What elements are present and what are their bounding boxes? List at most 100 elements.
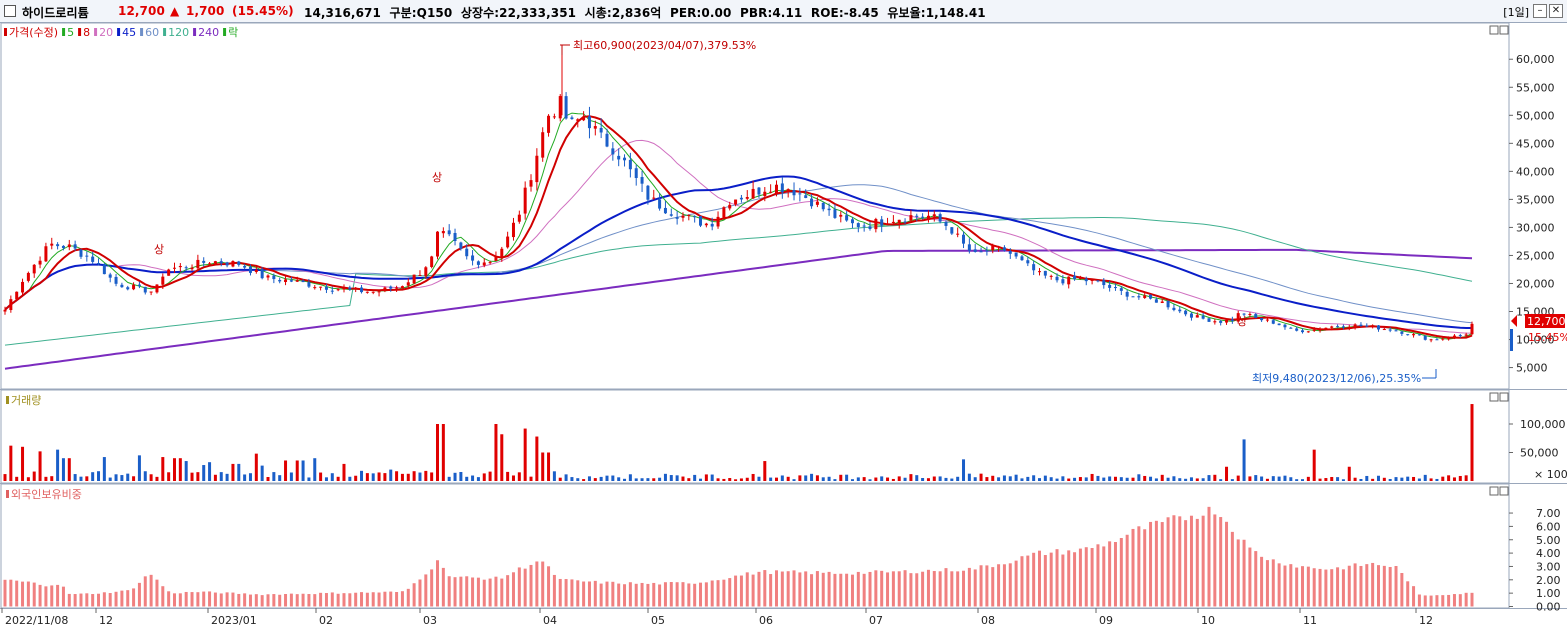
- legend-item[interactable]: 120: [168, 26, 189, 39]
- foreign-bar: [1265, 560, 1269, 607]
- foreign-bar: [1014, 560, 1018, 607]
- foreign-bar: [1230, 531, 1234, 607]
- volume-bar: [1406, 476, 1410, 481]
- legend-item[interactable]: 5: [67, 26, 74, 39]
- legend-item[interactable]: 45: [122, 26, 136, 39]
- candle-body: [102, 264, 106, 275]
- close-icon[interactable]: ✕: [1549, 4, 1563, 18]
- volume-bar: [126, 473, 130, 481]
- candle-body: [1452, 335, 1456, 339]
- candle-body: [506, 236, 510, 248]
- foreign-bar: [412, 583, 416, 607]
- candle-body: [389, 286, 393, 289]
- foreign-bar: [874, 570, 878, 607]
- foreign-bar: [32, 582, 36, 607]
- legend-item[interactable]: 240: [198, 26, 219, 39]
- legend-item[interactable]: 60: [145, 26, 159, 39]
- price-tick-label: 25,000: [1516, 249, 1555, 262]
- candle-body: [973, 249, 977, 252]
- volume-bar: [1166, 477, 1170, 481]
- candle-body: [652, 197, 656, 199]
- period-selector[interactable]: [1일]: [1503, 6, 1529, 19]
- foreign-tick-label: 0.00: [1536, 601, 1561, 614]
- candle-body: [1061, 279, 1065, 284]
- volume-bar: [237, 463, 241, 481]
- candle-body: [1394, 330, 1398, 332]
- foreign-bar: [50, 585, 54, 607]
- volume-bar: [1008, 476, 1012, 481]
- minimize-icon[interactable]: –: [1533, 4, 1547, 18]
- volume-bar: [728, 478, 732, 481]
- volume-bar: [1026, 476, 1030, 481]
- volume-bar: [880, 476, 884, 481]
- foreign-bar: [38, 584, 42, 607]
- current-price: 12,700: [118, 4, 165, 18]
- candle-body: [1172, 307, 1176, 311]
- volume-bar: [1189, 477, 1193, 481]
- legend-item[interactable]: 락: [228, 26, 238, 39]
- volume-bar: [21, 446, 25, 481]
- foreign-bar: [465, 576, 469, 607]
- candle-body: [97, 263, 101, 265]
- legend-item[interactable]: 20: [99, 26, 113, 39]
- low-annotation: 최저9,480(2023/12/06),25.35%: [1252, 369, 1437, 385]
- volume-bar: [1394, 477, 1398, 481]
- volume-bar: [552, 471, 556, 481]
- candle-body: [786, 189, 790, 192]
- volume-bar: [465, 476, 469, 481]
- foreign-bar: [459, 576, 463, 607]
- price-panel-controls[interactable]: [1489, 25, 1509, 35]
- volume-bar: [400, 473, 404, 481]
- foreign-bar: [1090, 548, 1094, 607]
- volume-bar: [792, 479, 796, 481]
- candle-body: [599, 127, 603, 133]
- checkbox-icon[interactable]: [4, 5, 16, 17]
- foreign-bar: [716, 580, 720, 607]
- foreign-bar: [1225, 521, 1229, 607]
- volume-bar: [184, 461, 188, 481]
- candle-body: [1026, 260, 1030, 264]
- foreign-bar: [371, 592, 375, 607]
- foreign-bar: [494, 576, 498, 607]
- volume-bar: [354, 475, 358, 481]
- volume-bar: [681, 476, 685, 481]
- candle-body: [874, 219, 878, 230]
- foreign-bar: [1458, 594, 1462, 607]
- candle-body: [1037, 271, 1041, 273]
- foreign-bar: [1184, 520, 1188, 607]
- foreign-bar: [67, 593, 71, 607]
- candle-body: [1149, 294, 1153, 299]
- price-panel[interactable]: [0, 23, 1510, 390]
- candle-body: [196, 259, 200, 269]
- foreign-bar: [289, 593, 293, 607]
- candle-body: [342, 288, 346, 290]
- foreign-bar: [453, 577, 457, 607]
- foreign-bar: [219, 593, 223, 607]
- legend-swatch: [94, 28, 98, 36]
- foreign-panel-controls[interactable]: [1489, 486, 1509, 496]
- foreign-legend: 외국인보유비중: [6, 488, 82, 501]
- candle-body: [330, 290, 334, 292]
- volume-bar: [172, 458, 176, 481]
- volume-bar: [1219, 479, 1223, 481]
- volume-panel-controls[interactable]: [1489, 392, 1509, 402]
- foreign-bar: [190, 592, 194, 607]
- volume-bar: [196, 472, 200, 481]
- candle-body: [418, 275, 422, 277]
- candle-body: [921, 216, 925, 218]
- volume-bar: [371, 473, 375, 481]
- volume-bar: [1037, 478, 1041, 481]
- legend-item[interactable]: 8: [83, 26, 90, 39]
- volume-bar: [1125, 477, 1129, 481]
- foreign-bar: [558, 578, 562, 607]
- candle-body: [932, 214, 936, 217]
- foreign-bar: [441, 567, 445, 607]
- volume-bar: [985, 477, 989, 481]
- volume-bar: [722, 478, 726, 481]
- volume-bar: [50, 476, 54, 481]
- foreign-panel[interactable]: [0, 483, 1510, 609]
- stock-chart[interactable]: 가격(수정) 5 8 20 45 60 120 240 락 거래량 외국인보유비중 60,000…: [0, 23, 1567, 630]
- volume-panel[interactable]: [0, 389, 1510, 484]
- legend-item[interactable]: 가격(수정): [9, 26, 58, 39]
- volume-bar: [248, 473, 252, 481]
